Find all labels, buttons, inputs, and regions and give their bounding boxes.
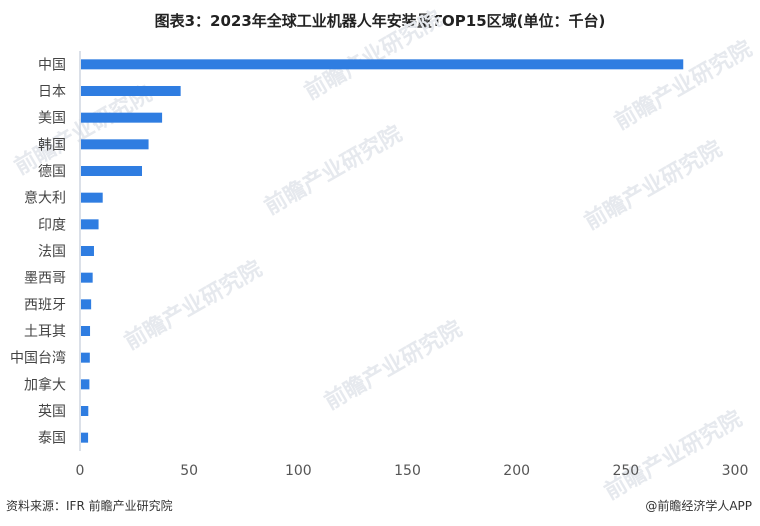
credit-note: @前瞻经济学人APP xyxy=(645,499,752,513)
category-label: 西班牙 xyxy=(24,297,66,313)
category-label: 中国 xyxy=(38,57,66,73)
category-label: 英国 xyxy=(38,403,66,420)
chart-title: 图表3：2023年全球工业机器人年安装量TOP15区域(单位：千台) xyxy=(154,12,606,30)
bar-8 xyxy=(81,246,94,256)
category-label: 中国台湾 xyxy=(10,350,66,367)
bar-7 xyxy=(81,219,99,230)
watermark-text: 前瞻产业研究院 xyxy=(320,316,466,416)
source-note: 资料来源：IFR 前瞻产业研究院 xyxy=(6,499,173,513)
bar-14 xyxy=(81,406,89,416)
watermark-text: 前瞻产业研究院 xyxy=(600,406,746,506)
category-label: 德国 xyxy=(38,164,66,180)
x-tick-label: 0 xyxy=(76,463,85,479)
x-tick-label: 50 xyxy=(180,463,198,479)
category-label: 墨西哥 xyxy=(24,271,66,287)
x-tick-label: 100 xyxy=(285,463,312,479)
category-label: 法国 xyxy=(38,244,66,260)
category-label: 泰国 xyxy=(38,431,66,447)
bar-6 xyxy=(81,192,103,203)
category-label: 美国 xyxy=(38,111,66,127)
watermark-text: 前瞻产业研究院 xyxy=(260,121,406,221)
watermark-text: 前瞻产业研究院 xyxy=(120,256,266,356)
bar-9 xyxy=(81,272,93,283)
bar-10 xyxy=(81,299,92,310)
x-tick-label: 250 xyxy=(612,463,639,479)
watermark-text: 前瞻产业研究院 xyxy=(580,136,726,236)
bar-11 xyxy=(81,326,91,336)
bar-12 xyxy=(81,352,90,363)
bar-5 xyxy=(81,166,143,176)
category-label: 意大利 xyxy=(24,190,66,207)
bar-3 xyxy=(81,112,163,123)
category-label: 土耳其 xyxy=(24,324,66,340)
bar-13 xyxy=(81,379,90,390)
watermark-text: 前瞻产业研究院 xyxy=(610,36,756,136)
bar-15 xyxy=(81,432,89,443)
x-tick-label: 200 xyxy=(503,463,530,479)
category-label: 印度 xyxy=(38,217,66,233)
category-label: 韩国 xyxy=(38,137,66,153)
bar-1 xyxy=(81,59,684,70)
bar-2 xyxy=(81,86,181,96)
x-tick-label: 300 xyxy=(722,463,749,479)
bar-4 xyxy=(81,139,149,150)
watermark-text: 前瞻产业研究院 xyxy=(300,6,446,106)
x-tick-label: 150 xyxy=(394,463,421,479)
category-label: 日本 xyxy=(38,84,66,100)
category-label: 加拿大 xyxy=(24,376,66,393)
